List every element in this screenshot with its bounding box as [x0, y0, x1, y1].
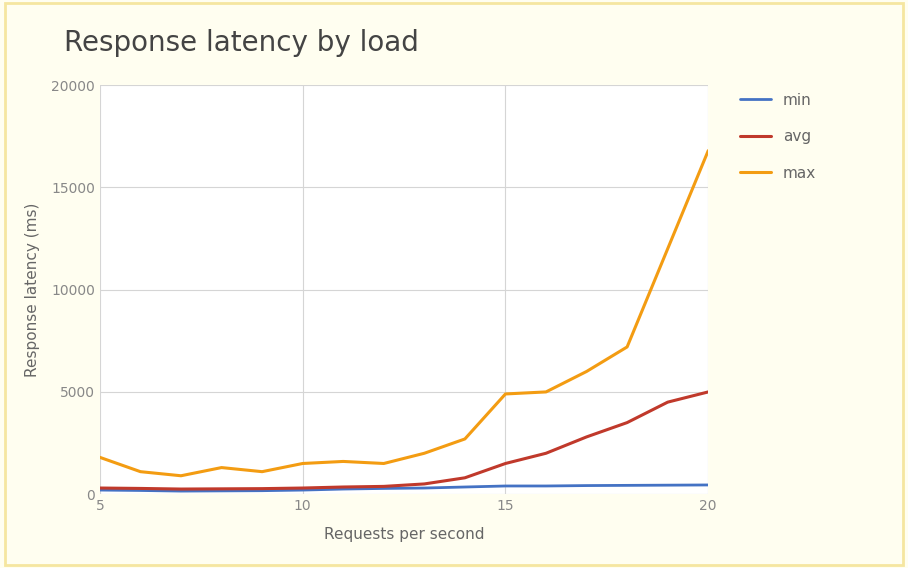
avg: [175, 486, 186, 492]
min: [622, 482, 633, 489]
max: [94, 454, 105, 461]
avg: [622, 419, 633, 426]
avg: [338, 483, 349, 490]
max: [703, 147, 714, 154]
avg: [257, 485, 268, 492]
avg: [662, 399, 673, 406]
max: [379, 460, 390, 467]
max: [135, 468, 146, 475]
max: [500, 391, 511, 398]
min: [257, 487, 268, 494]
avg: [500, 460, 511, 467]
min: [94, 487, 105, 494]
Line: avg: avg: [100, 392, 708, 489]
max: [662, 245, 673, 252]
min: [379, 485, 390, 492]
avg: [703, 389, 714, 395]
min: [135, 487, 146, 494]
Y-axis label: Response latency (ms): Response latency (ms): [25, 203, 40, 377]
max: [216, 464, 227, 471]
max: [540, 389, 551, 395]
min: [581, 482, 592, 489]
min: [703, 482, 714, 488]
Line: min: min: [100, 485, 708, 491]
min: [216, 487, 227, 494]
min: [297, 487, 308, 494]
Line: max: max: [100, 151, 708, 476]
min: [540, 483, 551, 490]
max: [459, 436, 470, 442]
avg: [459, 474, 470, 481]
min: [338, 486, 349, 492]
min: [459, 483, 470, 490]
min: [500, 483, 511, 490]
min: [175, 488, 186, 495]
max: [257, 468, 268, 475]
max: [338, 458, 349, 465]
X-axis label: Requests per second: Requests per second: [324, 527, 484, 542]
avg: [540, 450, 551, 457]
min: [419, 485, 429, 491]
avg: [216, 486, 227, 492]
avg: [379, 483, 390, 490]
avg: [581, 433, 592, 440]
max: [297, 460, 308, 467]
avg: [297, 485, 308, 491]
max: [622, 344, 633, 350]
max: [419, 450, 429, 457]
avg: [419, 481, 429, 487]
max: [175, 473, 186, 479]
avg: [94, 485, 105, 491]
max: [581, 368, 592, 375]
Legend: min, avg, max: min, avg, max: [740, 93, 816, 181]
avg: [135, 485, 146, 492]
min: [662, 482, 673, 488]
Text: Response latency by load: Response latency by load: [64, 29, 419, 57]
